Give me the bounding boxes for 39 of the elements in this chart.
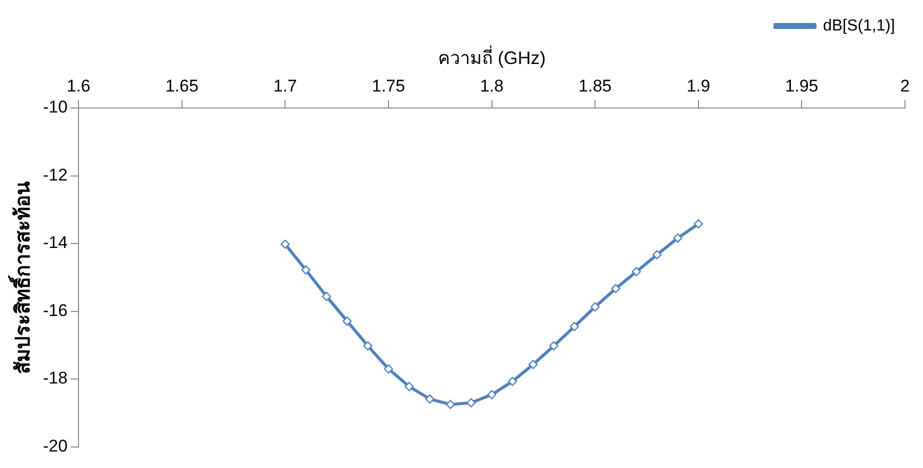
y-tick-label: -12 — [42, 165, 68, 184]
point — [694, 219, 703, 228]
point — [611, 284, 620, 294]
legend-label: dB[S(1,1)] — [822, 17, 895, 34]
x-tick-label: 1.95 — [785, 76, 818, 96]
point — [425, 394, 434, 404]
point — [404, 382, 414, 392]
point — [508, 376, 518, 386]
point — [280, 240, 290, 249]
point — [570, 322, 580, 332]
x-axis-title: ความถี่ (GHz) — [438, 44, 546, 68]
x-tick-label: 1.9 — [686, 76, 710, 96]
x-tick-label: 1.8 — [480, 76, 504, 96]
point — [322, 292, 332, 301]
point — [363, 341, 372, 350]
x-tick-label: 1.85 — [578, 76, 612, 96]
y-tick-label: -16 — [42, 300, 68, 320]
x-tick-label: 1.6 — [66, 76, 90, 96]
y-tick-label: -20 — [42, 436, 68, 456]
y-axis-title: สัมประสิทธิ์การสะท้อน — [8, 180, 35, 374]
x-tick-label: 1.7 — [273, 76, 297, 96]
point — [301, 265, 310, 275]
point — [487, 390, 496, 400]
point — [590, 302, 600, 312]
point — [446, 400, 456, 410]
x-tick-label: 2 — [900, 76, 910, 96]
point — [652, 250, 662, 260]
point — [673, 234, 682, 243]
point — [549, 341, 558, 350]
point — [342, 316, 352, 326]
x-tick-label: 1.75 — [372, 76, 406, 96]
y-tick-label: -14 — [42, 233, 68, 252]
y-tick-label: -18 — [42, 368, 68, 388]
point — [384, 364, 394, 374]
point — [632, 267, 642, 276]
y-tick-label: -10 — [42, 98, 68, 117]
point — [466, 398, 476, 408]
x-tick-label: 1.65 — [165, 76, 198, 96]
point — [528, 360, 538, 370]
